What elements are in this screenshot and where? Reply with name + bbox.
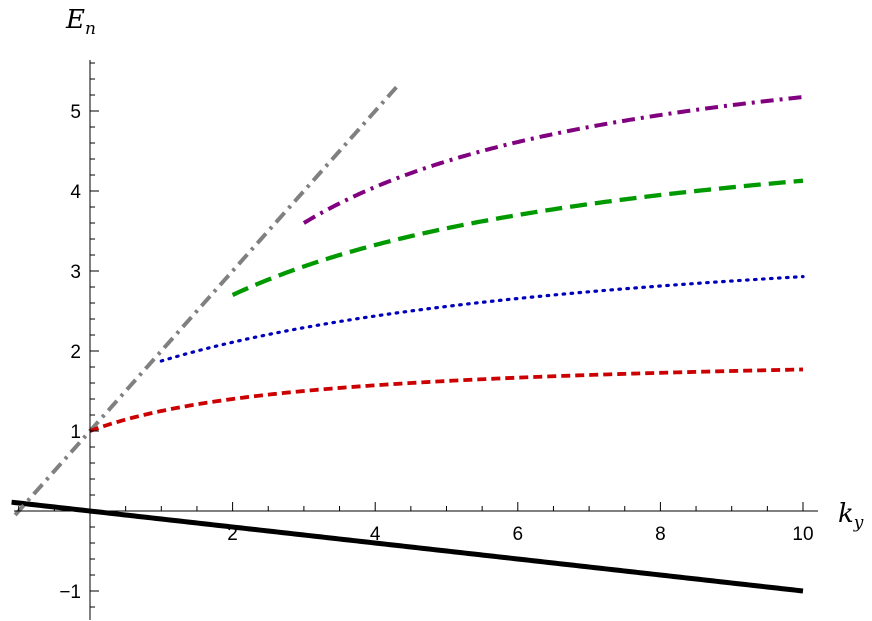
series-line-4 [159,275,805,363]
y-tick-label: 1 [70,422,81,443]
y-tick-label: 4 [70,182,81,203]
x-axis-label-main: k [838,499,854,529]
y-tick-label: −1 [59,582,81,603]
series-line-3 [89,367,804,433]
series-line-2 [13,85,399,517]
ticks: 2 4 6 8 10 −1 1 2 3 4 5 [18,62,814,608]
y-axis-label-main: E [65,5,85,35]
x-axis-label: ky [838,499,864,533]
x-tick-label: 6 [513,524,524,545]
series-layer [11,85,805,594]
y-axis-label-sub: n [85,19,96,39]
y-axis-label: En [65,5,96,39]
axes: 2 4 6 8 10 −1 1 2 3 4 5 [14,60,818,620]
x-axis-label-sub: y [853,513,864,533]
x-tick-label: 8 [655,524,666,545]
series-line-5 [231,178,804,297]
y-tick-label: 3 [70,262,81,283]
series-line-1 [11,499,804,594]
series-line-6 [302,95,804,225]
x-tick-label: 2 [227,524,238,545]
y-tick-label: 2 [70,342,81,363]
x-tick-label: 4 [370,524,381,545]
y-tick-label: 5 [70,102,81,123]
x-tick-label: 10 [792,524,813,545]
